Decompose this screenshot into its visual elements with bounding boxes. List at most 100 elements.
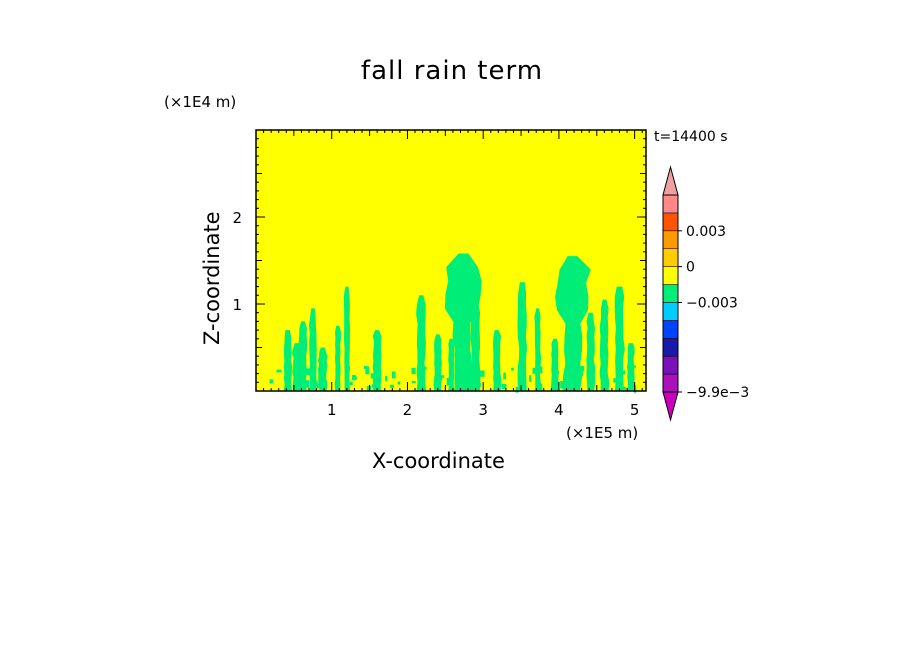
- speckle: [305, 380, 310, 388]
- speckle: [631, 385, 636, 388]
- speckle: [562, 386, 566, 391]
- colorbar-tick-label: −0.003: [686, 295, 738, 311]
- speckle: [587, 375, 592, 381]
- plume-18: [555, 256, 591, 391]
- plume-10: [433, 334, 442, 391]
- chart-title: fall rain term: [360, 56, 544, 86]
- x-tick-label: 2: [403, 401, 413, 419]
- speckle: [539, 383, 543, 391]
- x-tick-label: 4: [554, 401, 564, 419]
- speckle: [623, 370, 626, 375]
- speckle: [476, 383, 481, 387]
- speckle: [515, 386, 519, 393]
- plume-8: [372, 330, 382, 391]
- speckle: [397, 381, 401, 385]
- plume-13: [470, 304, 481, 391]
- speckle: [581, 366, 585, 372]
- plume-6: [334, 325, 341, 391]
- speckle: [564, 371, 567, 379]
- speckle: [471, 375, 476, 380]
- plume-4: [308, 308, 317, 391]
- colorbar-segment: [662, 230, 679, 249]
- speckle: [296, 382, 302, 386]
- plume-5: [318, 347, 328, 391]
- speckle: [351, 375, 356, 381]
- plume-11: [448, 338, 455, 391]
- speckle: [633, 365, 636, 368]
- speckle: [454, 377, 460, 385]
- plume-21: [614, 286, 625, 391]
- x-tick-label: 1: [327, 401, 337, 419]
- speckle: [503, 372, 506, 380]
- colorbar-segment: [662, 284, 679, 303]
- speckle: [389, 384, 394, 388]
- speckle: [385, 375, 388, 382]
- speckle: [501, 383, 507, 389]
- speckle: [316, 383, 320, 389]
- speckle: [439, 377, 443, 381]
- x-tick-label: 5: [630, 401, 640, 419]
- speckle: [560, 380, 565, 389]
- speckle: [613, 378, 618, 383]
- speckle: [576, 365, 581, 369]
- colorbar-tick-label: −9.9e−3: [686, 385, 749, 401]
- colorbar-segment: [662, 338, 679, 357]
- speckle: [371, 384, 375, 388]
- colorbar-segment: [662, 194, 679, 214]
- speckle: [446, 378, 451, 386]
- speckle: [632, 383, 635, 386]
- colorbar-segment: [662, 248, 679, 267]
- speckle: [518, 366, 522, 374]
- speckle: [365, 366, 370, 375]
- colorbar-segment: [662, 355, 679, 375]
- plume-22: [626, 343, 635, 391]
- speckle: [622, 387, 626, 391]
- time-label: t=14400 s: [654, 129, 728, 145]
- colorbar-frame: [662, 194, 679, 393]
- speckle: [420, 384, 424, 391]
- speckle: [276, 369, 282, 373]
- speckle: [286, 383, 290, 389]
- speckle: [411, 367, 416, 375]
- plume-7: [343, 286, 351, 391]
- speckle: [366, 386, 372, 391]
- colorbar-tick-label: 0.003: [686, 224, 726, 240]
- speckle: [346, 366, 350, 371]
- plume-17: [551, 338, 560, 391]
- speckle: [440, 375, 445, 378]
- plume-19: [586, 312, 596, 391]
- colorbar-segment: [662, 320, 679, 339]
- y-tick-label: 2: [232, 209, 242, 227]
- speckle: [305, 368, 311, 376]
- colorbar-segment: [662, 302, 679, 321]
- plume-12: [444, 253, 482, 391]
- plume-1: [283, 330, 293, 391]
- speckle: [363, 365, 368, 369]
- plume-16: [534, 308, 541, 391]
- speckle: [349, 381, 353, 386]
- plume-3: [298, 321, 308, 391]
- speckle: [313, 380, 318, 387]
- speckle: [529, 375, 532, 382]
- colorbar-max-triangle: [662, 165, 679, 196]
- colorbar-segment: [662, 373, 679, 393]
- plume-9: [416, 295, 427, 391]
- plume-20: [599, 299, 610, 391]
- colorbar-segment: [662, 212, 679, 232]
- speckle: [269, 379, 274, 384]
- speckle: [554, 370, 559, 374]
- x-axis-unit: (×1E5 m): [566, 424, 639, 442]
- speckle: [412, 381, 416, 384]
- colorbar-min-triangle: [662, 391, 679, 422]
- plume-14: [493, 330, 502, 391]
- speckle: [540, 366, 543, 374]
- y-tick-label: 1: [232, 296, 242, 314]
- speckle: [496, 383, 499, 388]
- speckle: [511, 367, 514, 371]
- plume-15: [517, 282, 527, 391]
- y-axis-unit: (×1E4 m): [164, 93, 237, 111]
- speckle: [424, 366, 427, 370]
- speckle: [391, 371, 396, 379]
- speckle: [370, 373, 375, 379]
